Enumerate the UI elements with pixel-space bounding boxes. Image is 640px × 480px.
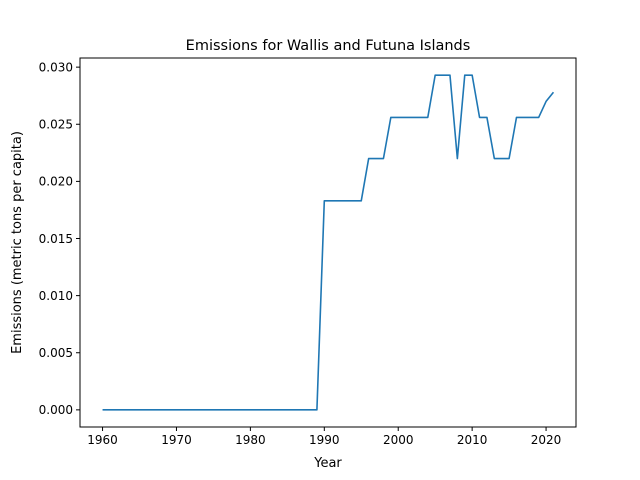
series-layer — [102, 74, 555, 411]
plot-area — [79, 57, 577, 428]
x-tick-label: 2010 — [457, 433, 488, 447]
y-tick-label: 0.005 — [39, 346, 73, 360]
x-tick-label: 1990 — [309, 433, 340, 447]
x-tick-label: 1970 — [161, 433, 192, 447]
y-tick-label: 0.025 — [39, 118, 73, 132]
y-axis-label: Emissions (metric tons per capita) — [10, 131, 25, 354]
y-tick-label: 0.015 — [39, 232, 73, 246]
series-line-0 — [102, 74, 555, 411]
x-tick-label: 2000 — [383, 433, 414, 447]
y-tick-label: 0.020 — [39, 175, 73, 189]
y-axis: 0.000 0.005 0.010 0.015 0.020 0.025 0.030 — [39, 60, 80, 417]
y-tick-label: 0.000 — [39, 403, 73, 417]
y-tick-label: 0.030 — [39, 60, 73, 74]
x-tick-label: 1960 — [87, 433, 118, 447]
x-tick-label: 2020 — [531, 433, 562, 447]
y-tick-label: 0.010 — [39, 289, 73, 303]
x-axis-label: Year — [313, 456, 342, 471]
x-tick-label: 1980 — [235, 433, 266, 447]
x-axis: 1960 1970 1980 1990 2000 2010 2020 — [87, 427, 561, 447]
plot-frame — [79, 57, 577, 428]
chart-title: Emissions for Wallis and Futuna Islands — [186, 38, 471, 54]
